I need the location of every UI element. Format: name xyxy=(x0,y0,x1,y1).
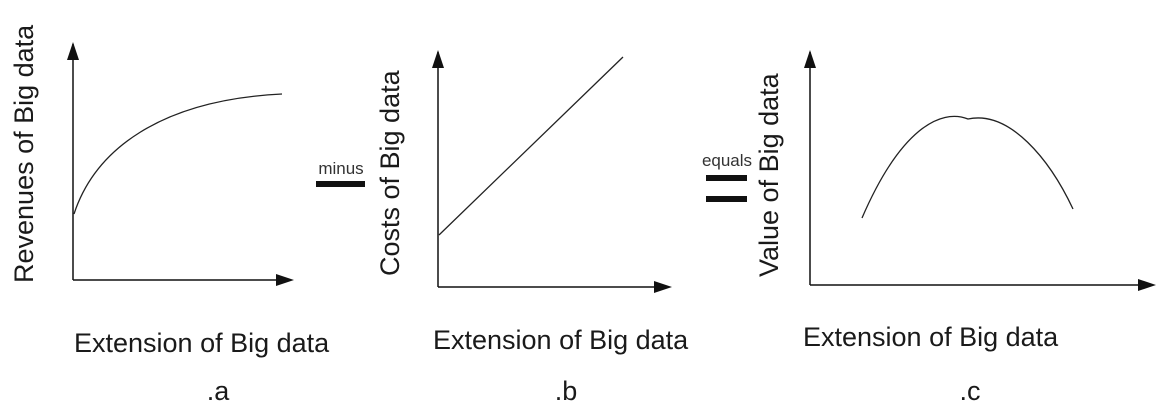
panel-c-y-label: Value of Big data xyxy=(754,72,784,277)
panel-b-caption: .b xyxy=(555,376,578,406)
equals-bottom-bar-icon xyxy=(706,196,747,202)
panel-b-y-arrow-icon xyxy=(432,50,444,68)
panel-a: Revenues of Big data Extension of Big da… xyxy=(9,24,330,406)
minus-sign-icon xyxy=(316,181,365,187)
panel-b-y-label: Costs of Big data xyxy=(375,69,405,276)
panel-a-caption: .a xyxy=(207,376,231,406)
panel-a-y-label: Revenues of Big data xyxy=(9,24,39,283)
panel-b-cost-line xyxy=(438,56,624,236)
operator-minus: minus xyxy=(316,159,365,187)
panel-c-y-arrow-icon xyxy=(804,50,816,68)
panel-a-x-label: Extension of Big data xyxy=(74,328,330,358)
panel-b-x-label: Extension of Big data xyxy=(433,325,689,355)
panel-c: Value of Big data Extension of Big data … xyxy=(754,50,1156,406)
panel-b-x-arrow-icon xyxy=(654,281,672,293)
equals-label: equals xyxy=(702,151,752,170)
equals-top-bar-icon xyxy=(706,175,747,181)
panel-a-revenue-curve xyxy=(73,93,283,215)
operator-equals: equals xyxy=(702,151,752,202)
panel-c-x-label: Extension of Big data xyxy=(803,322,1059,352)
panel-a-y-arrow-icon xyxy=(67,42,79,60)
panel-c-x-arrow-icon xyxy=(1138,279,1156,291)
minus-label: minus xyxy=(318,159,363,178)
panel-b: Costs of Big data Extension of Big data … xyxy=(375,50,689,406)
panel-c-value-curve xyxy=(861,115,1074,219)
panel-c-caption: .c xyxy=(959,376,980,406)
panel-a-x-arrow-icon xyxy=(276,274,294,286)
